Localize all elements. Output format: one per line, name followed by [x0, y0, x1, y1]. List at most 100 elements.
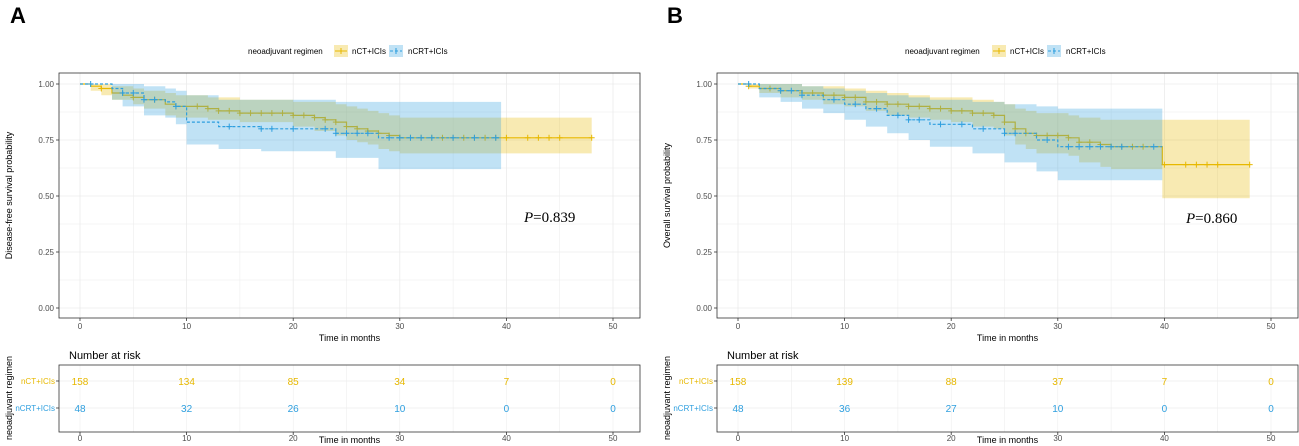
censor-mark-nct-icis — [1214, 161, 1221, 168]
censor-mark-ncrt-icis — [428, 134, 435, 141]
censor-mark-nct-icis — [268, 110, 275, 117]
y-tick-label: 1.00 — [696, 80, 712, 89]
censor-mark-ncrt-icis — [258, 125, 265, 132]
p-value-annotation: P=0.839 — [523, 210, 575, 226]
censor-mark-nct-icis — [1054, 132, 1061, 139]
censor-mark-nct-icis — [894, 101, 901, 108]
panel-letter: B — [667, 3, 683, 28]
risk-row-label-ncrt-icis: nCRT+ICIs — [15, 404, 55, 413]
y-axis-title: Overall survival probability — [662, 142, 672, 248]
censor-mark-ncrt-icis — [777, 87, 784, 94]
censor-mark-nct-icis — [1001, 119, 1008, 126]
censor-mark-nct-icis — [948, 107, 955, 114]
y-tick-label: 0.75 — [696, 136, 712, 145]
censor-mark-ncrt-icis — [130, 89, 137, 96]
censor-mark-nct-icis — [98, 85, 105, 92]
risk-row-label-nct-icis: nCT+ICIs — [679, 377, 713, 386]
censor-mark-ncrt-icis — [172, 103, 179, 110]
risk-x-tick-label: 0 — [78, 434, 83, 443]
censor-mark-ncrt-icis — [364, 130, 371, 137]
censor-mark-ncrt-icis — [905, 116, 912, 123]
censor-mark-ncrt-icis — [354, 130, 361, 137]
y-tick-label: 0.75 — [38, 136, 54, 145]
x-tick-label: 10 — [840, 322, 849, 331]
risk-frame — [716, 364, 1299, 433]
risk-y-axis-title: neoadjuvant regimen — [4, 356, 14, 440]
risk-count: 0 — [1268, 404, 1274, 415]
censor-mark-nct-icis — [535, 134, 542, 141]
x-axis-title: Time in months — [319, 333, 381, 343]
risk-x-tick-label: 50 — [1267, 434, 1276, 443]
censor-mark-nct-icis — [503, 134, 510, 141]
censor-mark-nct-icis — [916, 103, 923, 110]
censor-mark-ncrt-icis — [418, 134, 425, 141]
censor-mark-ncrt-icis — [332, 130, 339, 137]
legend-label-nct-icis: nCT+ICIs — [1010, 47, 1044, 56]
p-value: =0.860 — [1195, 211, 1237, 227]
plot-frame — [58, 72, 641, 319]
censor-mark-nct-icis — [873, 98, 880, 105]
x-tick-label: 10 — [182, 322, 191, 331]
risk-x-tick-label: 20 — [289, 434, 298, 443]
censor-mark-nct-icis — [226, 107, 233, 114]
risk-count: 34 — [394, 377, 406, 388]
censor-mark-ncrt-icis — [450, 134, 457, 141]
x-tick-label: 40 — [502, 322, 511, 331]
censor-mark-nct-icis — [556, 134, 563, 141]
legend-title: neoadjuvant regimen — [905, 47, 980, 56]
censor-mark-ncrt-icis — [937, 121, 944, 128]
risk-table: Number at risk nCT+ICIs 158 134 85 34 7 0 nCRT+I… — [4, 350, 641, 445]
censor-mark-ncrt-icis — [980, 125, 987, 132]
risk-x-tick-label: 40 — [502, 434, 511, 443]
censor-mark-nct-icis — [215, 107, 222, 114]
censor-mark-ncrt-icis — [798, 92, 805, 99]
risk-count: 37 — [1052, 377, 1064, 388]
censor-mark-ncrt-icis — [788, 87, 795, 94]
censor-mark-nct-icis — [1193, 161, 1200, 168]
risk-x-axis-title: Time in months — [319, 435, 381, 445]
censor-mark-nct-icis — [204, 105, 211, 112]
censor-mark-nct-icis — [546, 134, 553, 141]
censor-mark-nct-icis — [980, 110, 987, 117]
risk-count: 48 — [74, 404, 86, 415]
legend-label-ncrt-icis: nCRT+ICIs — [1066, 47, 1106, 56]
ci-band-ncrt-icis — [80, 84, 502, 170]
censor-mark-nct-icis — [194, 103, 201, 110]
censor-mark-nct-icis — [905, 103, 912, 110]
censor-mark-ncrt-icis — [492, 134, 499, 141]
censor-mark-nct-icis — [322, 116, 329, 123]
censor-mark-nct-icis — [332, 119, 339, 126]
censor-mark-nct-icis — [279, 110, 286, 117]
risk-count: 26 — [288, 404, 300, 415]
censor-mark-nct-icis — [1204, 161, 1211, 168]
censor-mark-ncrt-icis — [1086, 143, 1093, 150]
risk-count: 134 — [178, 377, 195, 388]
y-tick-label: 0.00 — [38, 304, 54, 313]
censor-mark-nct-icis — [300, 112, 307, 119]
p-symbol: P — [523, 210, 533, 226]
ci-band-ncrt-icis — [738, 84, 1163, 181]
censor-mark-ncrt-icis — [1044, 137, 1051, 143]
x-tick-label: 50 — [609, 322, 618, 331]
risk-count: 158 — [730, 377, 747, 388]
risk-table-title: Number at risk — [69, 350, 141, 362]
risk-count: 36 — [839, 404, 851, 415]
censor-mark-nct-icis — [937, 105, 944, 112]
censor-mark-nct-icis — [1065, 134, 1072, 141]
risk-count: 7 — [504, 377, 510, 388]
censor-mark-nct-icis — [236, 110, 243, 117]
risk-count: 0 — [504, 404, 510, 415]
risk-count: 0 — [610, 377, 616, 388]
risk-count: 0 — [610, 404, 616, 415]
y-tick-label: 0.00 — [696, 304, 712, 313]
risk-x-tick-label: 0 — [736, 434, 741, 443]
risk-y-axis-title: neoadjuvant regimen — [662, 356, 672, 440]
censor-mark-nct-icis — [884, 101, 891, 108]
y-tick-label: 0.50 — [696, 192, 712, 201]
risk-count: 88 — [946, 377, 958, 388]
x-axis-title: Time in months — [977, 333, 1039, 343]
gridlines — [59, 73, 640, 318]
risk-row-label-ncrt-icis: nCRT+ICIs — [673, 404, 713, 413]
